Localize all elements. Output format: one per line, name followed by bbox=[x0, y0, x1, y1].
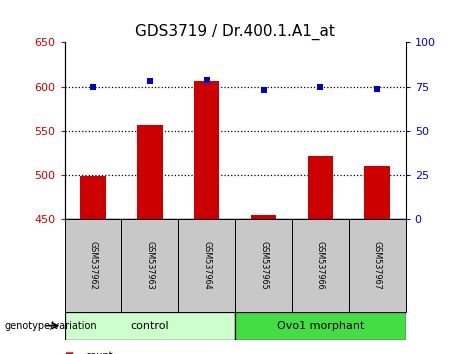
Text: control: control bbox=[130, 321, 169, 331]
Bar bbox=[137, 125, 163, 219]
Bar bbox=[235, 312, 406, 340]
Text: GSM537963: GSM537963 bbox=[145, 241, 154, 290]
Bar bbox=[121, 219, 178, 312]
Text: Ovo1 morphant: Ovo1 morphant bbox=[277, 321, 364, 331]
Bar bbox=[194, 80, 219, 219]
Text: GSM537962: GSM537962 bbox=[89, 241, 97, 290]
Text: GSM537964: GSM537964 bbox=[202, 241, 211, 290]
Bar bbox=[251, 215, 276, 219]
Bar bbox=[365, 166, 390, 219]
Bar bbox=[65, 312, 235, 340]
Text: GSM537966: GSM537966 bbox=[316, 241, 325, 290]
Bar bbox=[349, 219, 406, 312]
Bar bbox=[235, 219, 292, 312]
Title: GDS3719 / Dr.400.1.A1_at: GDS3719 / Dr.400.1.A1_at bbox=[135, 23, 335, 40]
Text: genotype/variation: genotype/variation bbox=[5, 321, 97, 331]
Bar bbox=[65, 219, 121, 312]
Bar bbox=[178, 219, 235, 312]
Text: GSM537967: GSM537967 bbox=[373, 241, 382, 290]
Text: count: count bbox=[85, 351, 113, 354]
Text: GSM537965: GSM537965 bbox=[259, 241, 268, 290]
Bar bbox=[307, 156, 333, 219]
Text: ■: ■ bbox=[65, 351, 74, 354]
Bar bbox=[80, 176, 106, 219]
Bar bbox=[292, 219, 349, 312]
